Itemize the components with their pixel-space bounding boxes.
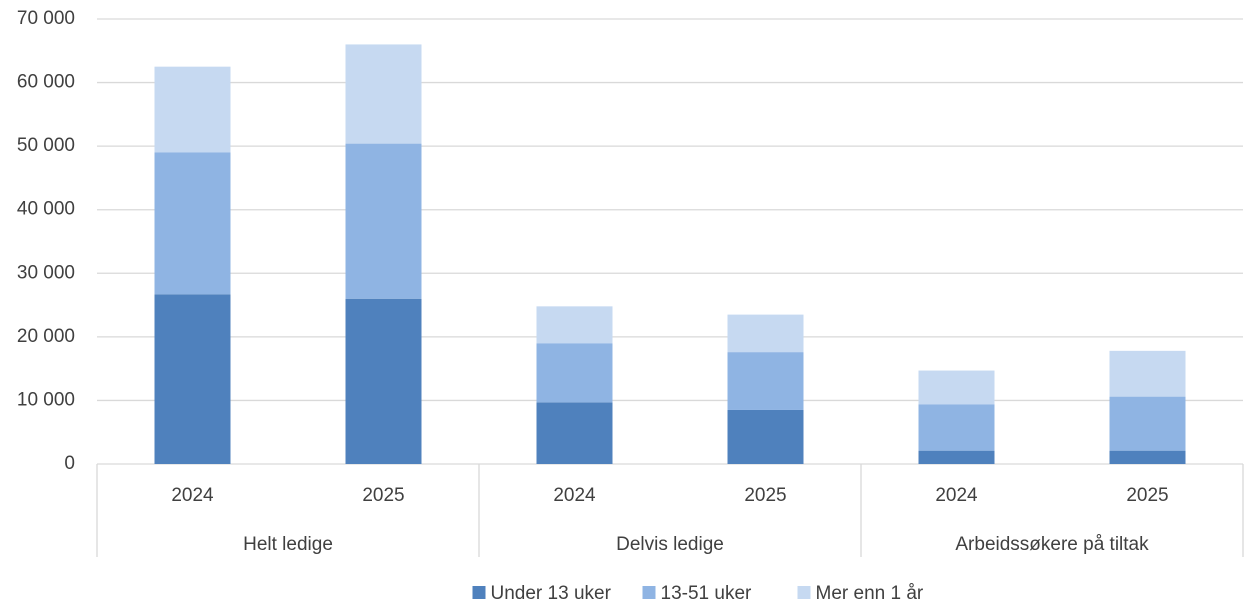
bar-segment bbox=[1109, 396, 1186, 451]
bar-segment bbox=[727, 352, 804, 410]
group-label: Helt ledige bbox=[243, 534, 333, 555]
bar-segment bbox=[1109, 350, 1186, 397]
bar-segment bbox=[345, 44, 422, 144]
y-tick-label: 10 000 bbox=[17, 389, 75, 410]
x-tick-label: 2024 bbox=[171, 485, 214, 506]
legend-label: 13-51 uker bbox=[661, 583, 753, 604]
bar-segment bbox=[536, 402, 613, 464]
y-tick-label: 30 000 bbox=[17, 262, 75, 283]
bar-segment bbox=[154, 66, 231, 153]
bar-segment bbox=[918, 404, 995, 451]
y-tick-label: 40 000 bbox=[17, 199, 75, 220]
bar-segment bbox=[536, 306, 613, 344]
y-tick-label: 60 000 bbox=[17, 72, 75, 93]
bar-segment bbox=[918, 370, 995, 405]
legend-swatch bbox=[642, 586, 656, 599]
bar-segment bbox=[154, 152, 231, 295]
x-tick-label: 2025 bbox=[1126, 485, 1168, 506]
legend-swatch bbox=[797, 586, 811, 599]
y-tick-label: 20 000 bbox=[17, 326, 75, 347]
x-tick-label: 2025 bbox=[744, 485, 786, 506]
x-tick-label: 2024 bbox=[935, 485, 978, 506]
bar-segment bbox=[345, 143, 422, 299]
y-tick-label: 50 000 bbox=[17, 135, 75, 156]
bar-segment bbox=[727, 409, 804, 464]
group-label: Delvis ledige bbox=[616, 534, 724, 555]
x-tick-label: 2025 bbox=[362, 485, 404, 506]
bar-segment bbox=[345, 298, 422, 464]
bar-segment bbox=[154, 294, 231, 464]
x-tick-label: 2024 bbox=[553, 485, 596, 506]
y-tick-label: 0 bbox=[64, 453, 75, 474]
legend-swatch bbox=[472, 586, 486, 599]
bar-segment bbox=[1109, 450, 1186, 464]
legend-label: Mer enn 1 år bbox=[816, 583, 924, 604]
y-tick-label: 70 000 bbox=[17, 8, 75, 29]
bar-segment bbox=[727, 314, 804, 353]
bar-segment bbox=[918, 450, 995, 464]
legend-label: Under 13 uker bbox=[491, 583, 612, 604]
bar-segment bbox=[536, 343, 613, 403]
group-label: Arbeidssøkere på tiltak bbox=[955, 534, 1149, 555]
